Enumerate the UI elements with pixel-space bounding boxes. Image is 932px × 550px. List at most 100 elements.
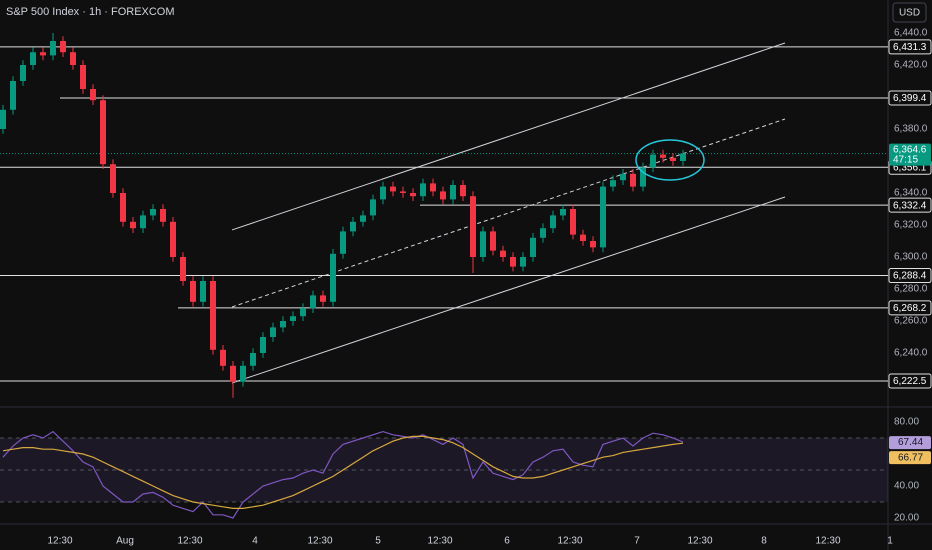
candle-body — [590, 241, 596, 248]
highlight-ellipse — [635, 139, 705, 181]
level-label: 6,332.4 — [893, 200, 927, 211]
candle-body — [540, 228, 546, 238]
countdown-label: 47:15 — [893, 154, 918, 165]
candle-body — [290, 316, 296, 321]
candle-body — [200, 281, 206, 302]
candle-body — [410, 193, 416, 197]
level-label-box — [888, 39, 932, 55]
candle-body — [100, 100, 106, 165]
level-label: 6,222.5 — [893, 376, 927, 387]
candle-body — [440, 191, 446, 200]
x-tick-label: 12:30 — [177, 536, 202, 547]
candle-body — [220, 349, 226, 366]
candle-body — [630, 173, 636, 187]
candle-body — [640, 167, 646, 187]
candle-body — [570, 209, 576, 235]
candle-body — [190, 281, 196, 302]
x-tick-label: 6 — [504, 536, 510, 547]
candle-body — [360, 215, 366, 222]
level-label-box — [888, 197, 932, 213]
level-label: 6,356.1 — [893, 162, 927, 173]
trend-line — [231, 196, 786, 384]
y-tick-label: 6,320.0 — [894, 220, 928, 231]
candle-body — [480, 231, 486, 257]
x-tick-label: 5 — [375, 536, 381, 547]
candle-body — [510, 257, 516, 267]
rsi-tick-label: 20.00 — [894, 513, 919, 524]
candle-body — [270, 327, 276, 337]
level-label: 6,431.3 — [893, 42, 927, 53]
axes: 6,440.0 6,420.0 6,380.0 6,340.0 6,320.0 6,300… — [47, 28, 932, 547]
candle-body — [500, 250, 506, 257]
candle-body — [120, 193, 126, 222]
candle-body — [260, 337, 266, 353]
candle-body — [20, 65, 26, 81]
candle-body — [470, 196, 476, 257]
candle-body — [530, 237, 536, 257]
x-tick-label: 12:30 — [557, 536, 582, 547]
currency-label[interactable]: USD — [899, 8, 920, 19]
rsi-line — [2, 435, 684, 509]
y-tick-label: 6,280.0 — [894, 284, 928, 295]
candle-body — [650, 154, 656, 168]
candle-body — [560, 209, 566, 216]
candle-body — [660, 154, 666, 158]
candle-body — [160, 209, 166, 222]
last-price-label: 6,364.6 — [893, 144, 927, 155]
rsi-value-label: 67.44 — [898, 437, 923, 448]
candle-body — [460, 185, 466, 197]
x-tick-label: 12:30 — [47, 536, 72, 547]
candle-body — [80, 65, 86, 89]
rsi-value-box — [889, 451, 931, 465]
y-tick-label: 6,300.0 — [894, 252, 928, 263]
x-tick-label: 12:30 — [307, 536, 332, 547]
level-label-box — [888, 300, 932, 316]
price-pane — [0, 33, 888, 398]
candle-body — [250, 353, 256, 366]
candle-body — [490, 231, 496, 251]
level-label: 6,399.4 — [893, 93, 927, 104]
rsi-tick-label: 80.00 — [894, 417, 919, 428]
trend-line — [231, 118, 786, 308]
candle-body — [400, 191, 406, 193]
currency-button[interactable] — [892, 2, 927, 23]
candle-body — [380, 186, 386, 200]
x-tick-label: 4 — [252, 536, 258, 547]
y-tick-label: 6,420.0 — [894, 60, 928, 71]
candle-body — [110, 164, 116, 193]
candle-body — [140, 215, 146, 229]
candle-body — [10, 81, 16, 110]
candle-body — [520, 257, 526, 267]
x-tick-label: 7 — [634, 536, 640, 547]
candle-body — [240, 365, 246, 382]
candle-body — [620, 173, 626, 181]
candle-body — [40, 52, 46, 56]
rsi-value-label: 66.77 — [898, 452, 923, 463]
x-tick-label: 12:30 — [815, 536, 840, 547]
candle-body — [580, 234, 586, 241]
candle-body — [600, 186, 606, 248]
y-tick-label: 6,240.0 — [894, 348, 928, 359]
candle-body — [130, 221, 136, 229]
level-label-box — [888, 90, 932, 106]
candle-body — [230, 365, 236, 382]
candle-body — [150, 209, 156, 216]
x-tick-label: 12:30 — [427, 536, 452, 547]
candle-body — [90, 89, 96, 101]
y-tick-label: 6,440.0 — [894, 28, 928, 39]
x-tick-label: Aug — [116, 536, 134, 547]
x-tick-label: 1 — [887, 536, 893, 547]
candle-body — [330, 253, 336, 302]
candle-body — [350, 221, 356, 232]
rsi-line — [2, 430, 684, 519]
candle-body — [300, 308, 306, 317]
candle-body — [390, 186, 396, 192]
rsi-tick-label: 40.00 — [894, 481, 919, 492]
candle-body — [170, 221, 176, 257]
y-tick-label: 6,340.0 — [894, 188, 928, 199]
candle-body — [340, 231, 346, 254]
candle-body — [320, 295, 326, 302]
x-tick-label: 8 — [761, 536, 767, 547]
